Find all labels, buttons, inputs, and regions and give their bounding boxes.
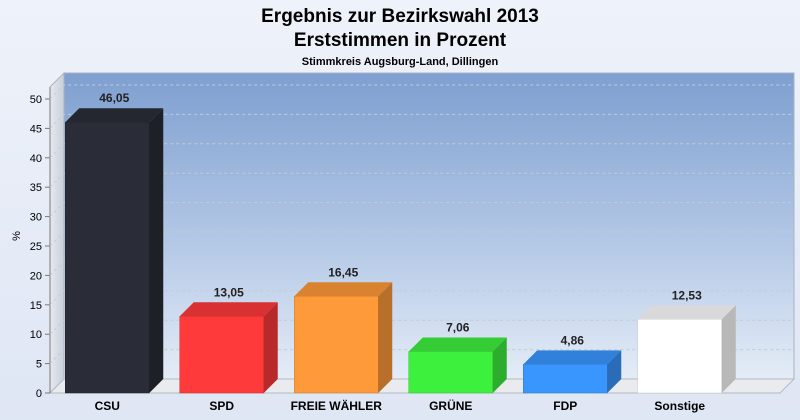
category-labels: CSU SPD FREIE WÄHLER GRÜNE FDP Sonstige	[95, 398, 706, 413]
y-tick-label: 30	[30, 212, 42, 224]
y-tick-label: 20	[30, 270, 42, 282]
value-label: 13,05	[214, 285, 244, 299]
bar-top	[408, 337, 507, 352]
chart-title: Ergebnis zur Bezirkswahl 2013	[261, 6, 539, 27]
bar-side	[607, 350, 622, 393]
y-tick-label: 50	[30, 94, 42, 106]
gridline	[49, 231, 794, 247]
gridline	[49, 260, 794, 276]
gridline	[49, 84, 794, 100]
bar-sonstige: 12,53	[637, 288, 736, 394]
gridline	[49, 202, 794, 217]
bar-front	[523, 364, 608, 394]
bar-front	[294, 296, 379, 394]
bar-top	[65, 108, 164, 123]
gridline	[49, 290, 794, 306]
value-label: 46,05	[99, 91, 129, 105]
bar-side	[378, 282, 393, 393]
left-wall	[49, 71, 65, 395]
y-tick-label: 15	[30, 300, 42, 312]
category-label: FDP	[553, 399, 577, 413]
bar-front	[408, 351, 493, 394]
y-tick-label: 5	[36, 359, 42, 371]
gridline	[49, 143, 794, 159]
bar-grüne: 7,06	[408, 320, 507, 394]
y-tick-label: 45	[30, 123, 42, 135]
gridline	[49, 172, 794, 188]
gridlines	[49, 84, 794, 364]
bar-top	[523, 350, 622, 365]
category-label: GRÜNE	[429, 398, 472, 413]
bar-front	[179, 316, 264, 394]
y-tick-label: 40	[30, 153, 42, 165]
value-label: 12,53	[672, 288, 702, 302]
y-tick-label: 10	[30, 329, 42, 341]
bar-front	[65, 121, 150, 394]
bar-csu: 46,05	[65, 91, 164, 394]
bar-side	[263, 302, 278, 393]
category-label: FREIE WÄHLER	[291, 398, 383, 413]
value-label: 4,86	[561, 333, 585, 347]
value-label: 7,06	[446, 320, 470, 334]
y-axis-ticks: 0 5 10 15 20 25 30 35 40 45 50	[30, 94, 50, 400]
bar-top	[294, 282, 393, 297]
y-axis-label: %	[11, 231, 23, 241]
gridline	[49, 113, 794, 129]
bar-side	[149, 108, 164, 393]
chart-caption: Stimmkreis Augsburg-Land, Dillingen	[302, 56, 499, 68]
bar-side	[721, 305, 736, 393]
bar-top	[179, 302, 278, 317]
category-label: SPD	[209, 399, 234, 413]
category-label: Sonstige	[654, 399, 705, 413]
category-label: CSU	[95, 399, 120, 413]
y-tick-label: 25	[30, 241, 42, 253]
bar-side	[492, 337, 507, 393]
bar-front	[637, 319, 722, 394]
bar-fdp: 4,86	[523, 333, 622, 394]
bar-freie-wähler: 16,45	[294, 265, 393, 394]
y-tick-label: 0	[36, 388, 42, 400]
bars: 46,05 13,05 16,45 7,06 4,86 12,53	[65, 91, 736, 394]
chart-subtitle: Erststimmen in Prozent	[294, 30, 507, 51]
gridline	[49, 349, 794, 364]
gridline	[49, 319, 794, 335]
y-tick-label: 35	[30, 182, 42, 194]
bar-top	[637, 305, 736, 320]
value-label: 16,45	[328, 265, 358, 279]
bar-spd: 13,05	[179, 285, 278, 394]
